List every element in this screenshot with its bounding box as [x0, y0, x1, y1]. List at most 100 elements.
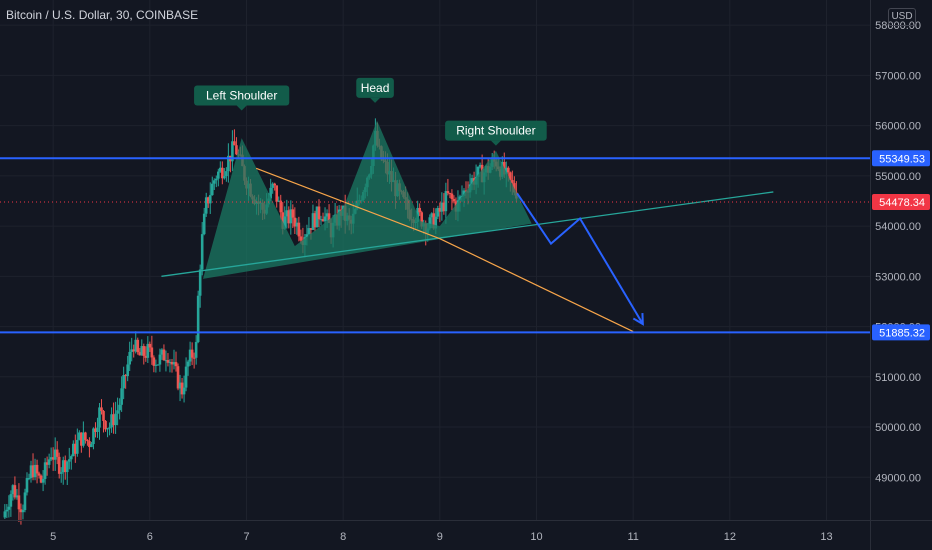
price-tag-label: 51885.32 — [879, 327, 925, 339]
annotation-pointer — [490, 140, 501, 146]
time-tick-label: 10 — [530, 531, 542, 543]
annotation-pointer — [370, 97, 381, 103]
time-axis[interactable]: 5 6 7 8 9 10 11 12 13 — [0, 520, 932, 544]
candle-body — [444, 191, 448, 212]
candle-body — [178, 382, 182, 389]
candle-body — [166, 360, 170, 363]
candle-body — [120, 388, 123, 405]
candle-body — [174, 362, 178, 367]
time-tick-label: 6 — [147, 531, 153, 543]
price-tick-label: 57000.00 — [875, 70, 921, 82]
candle-body — [287, 210, 291, 224]
candle-body — [55, 449, 59, 457]
drawings — [161, 120, 774, 333]
candle-body — [176, 366, 180, 389]
candle-body — [283, 216, 287, 229]
candle-body — [271, 183, 274, 188]
candle-body — [450, 193, 454, 200]
candle-body — [39, 475, 43, 483]
candle-body — [94, 428, 97, 433]
candle-body — [476, 166, 480, 177]
candle-body — [190, 349, 194, 358]
candle-body — [19, 509, 23, 513]
candle-body — [65, 461, 69, 473]
candle-body — [293, 217, 297, 227]
candle-body — [184, 366, 188, 388]
candle-body — [507, 167, 510, 173]
candle-body — [88, 441, 91, 448]
price-axis[interactable]: 49000.0050000.0051000.0052000.0053000.00… — [870, 0, 931, 550]
candle-body — [418, 207, 421, 213]
candle-body — [31, 465, 35, 478]
candle-body — [114, 413, 117, 426]
candle-body — [186, 361, 190, 367]
candle-body — [154, 364, 158, 366]
candle-body — [432, 213, 436, 229]
time-tick-label: 8 — [340, 531, 346, 543]
candle-body — [297, 222, 301, 237]
candle-body — [307, 228, 311, 235]
price-tick-label: 54000.00 — [875, 221, 921, 233]
candle-body — [202, 213, 206, 235]
candle-body — [108, 427, 111, 429]
candle-body — [470, 178, 474, 185]
candle-body — [509, 172, 512, 181]
neckline — [161, 191, 774, 277]
candle-body — [132, 349, 136, 352]
candle-body — [210, 183, 214, 196]
candle-body — [69, 456, 73, 460]
annotation-box — [445, 120, 547, 141]
candle-body — [321, 219, 325, 222]
candle-body — [430, 213, 434, 218]
candle-body — [124, 374, 127, 377]
candle-body — [150, 347, 154, 358]
candle-body — [462, 190, 466, 196]
time-tick-label: 7 — [243, 531, 249, 543]
candle-body — [47, 459, 51, 465]
candle-body — [281, 212, 285, 229]
candle-body — [43, 462, 47, 479]
candle-body — [327, 213, 331, 223]
candle-body — [311, 213, 315, 230]
candle-body — [84, 432, 87, 440]
candle-body — [212, 180, 216, 184]
candle-body — [63, 460, 67, 473]
candle-body — [82, 432, 85, 446]
candle-body — [428, 217, 432, 229]
candle-body — [319, 219, 323, 221]
candle-body — [144, 355, 148, 358]
price-levels — [0, 157, 870, 334]
currency-button[interactable]: USD — [888, 8, 916, 26]
candle-body — [158, 354, 162, 365]
price-tick-label: 55000.00 — [875, 171, 921, 183]
candle-body — [200, 234, 204, 270]
candle-body — [3, 511, 7, 518]
projection-arrowhead — [632, 313, 644, 326]
candle-body — [188, 349, 192, 362]
candle-body — [192, 357, 196, 359]
candle-body — [21, 510, 25, 513]
candle-body — [442, 202, 446, 212]
time-tick-label: 5 — [50, 531, 56, 543]
candle-body — [116, 410, 119, 414]
candle-body — [74, 443, 77, 454]
candle-body — [17, 495, 21, 510]
candle-body — [217, 171, 220, 179]
symbol-title[interactable]: Bitcoin / U.S. Dollar, 30, COINBASE — [6, 8, 199, 22]
candle-body — [438, 208, 442, 212]
price-tick-label: 51000.00 — [875, 372, 921, 384]
candle-body — [76, 439, 79, 454]
candle-body — [61, 460, 65, 473]
candle-body — [128, 351, 131, 365]
candle-body — [269, 187, 272, 199]
candle-body — [33, 464, 37, 478]
time-tick-label: 13 — [820, 531, 832, 543]
candle-body — [235, 145, 238, 155]
projection-path — [516, 192, 644, 325]
candle-body — [126, 364, 129, 377]
candle-body — [275, 185, 279, 202]
candle-body — [434, 216, 438, 229]
time-tick-label: 9 — [437, 531, 443, 543]
candle-body — [170, 361, 174, 365]
